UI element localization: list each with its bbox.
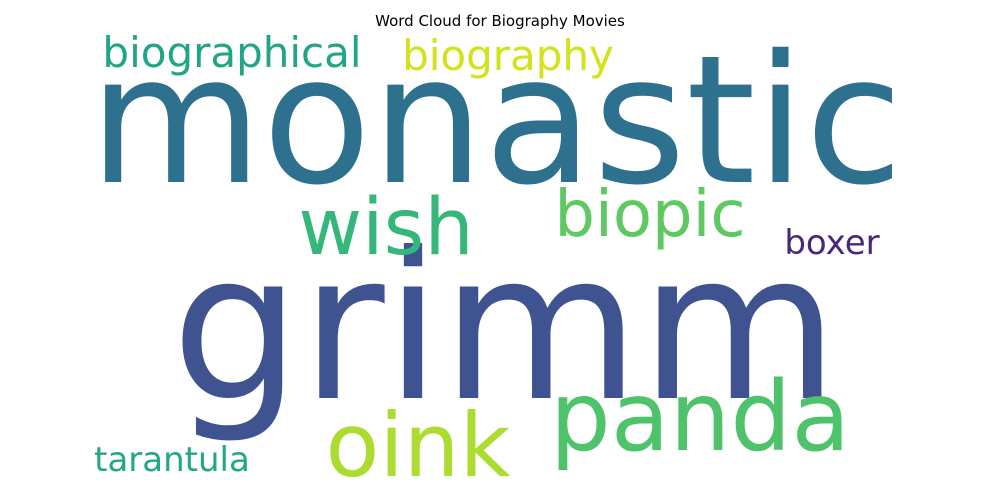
word-oink: oink [325,394,510,497]
word-wish: wish [298,183,474,273]
word-biography: biography [402,31,614,80]
word-monastic: monastic [89,17,903,224]
word-grimm: grimm [171,210,838,447]
chart-title: Word Cloud for Biography Movies [375,12,625,30]
word-biopic: biopic [554,178,745,252]
word-boxer: boxer [784,223,879,263]
word-panda: panda [550,361,850,473]
word-tarantula: tarantula [94,440,250,480]
word-biographical: biographical [102,28,361,77]
